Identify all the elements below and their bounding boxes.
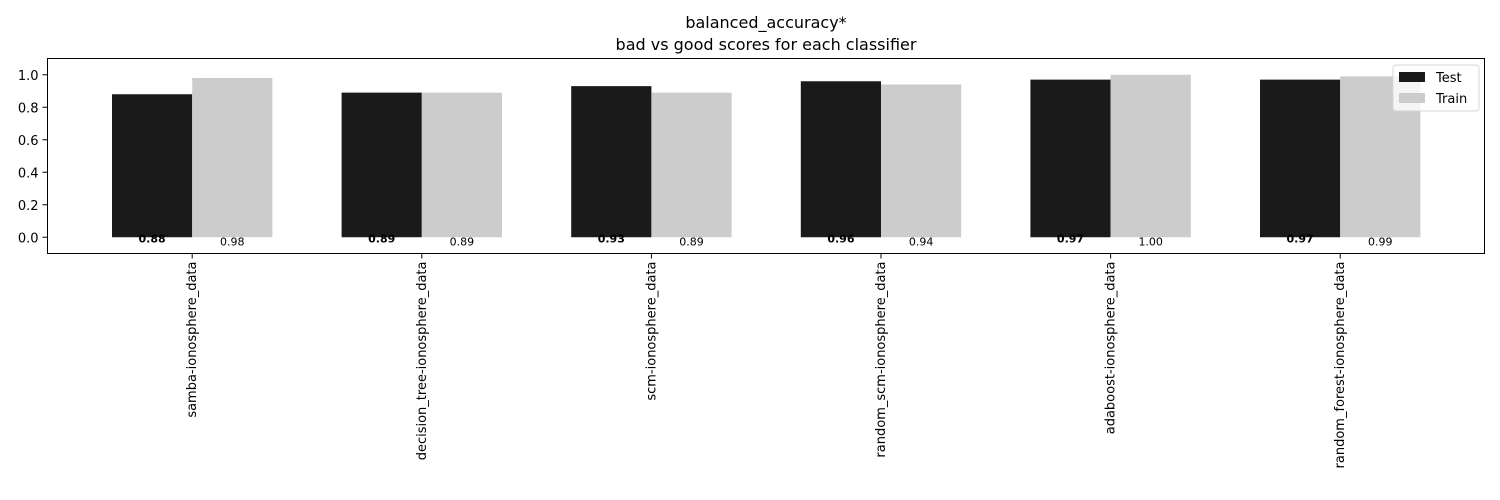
bars-layer: 0.88 0.89 0.93 0.96 0.97 0.97 0.98 0.89 0.89 0.94… — [112, 74, 1421, 248]
legend-label-test: Test — [1435, 71, 1462, 86]
plot-frame — [47, 58, 1485, 254]
chart-subtitle: bad vs good scores for each classifier — [616, 35, 917, 54]
value-label-test-5: 0.97 — [1057, 232, 1084, 245]
bar-train-3 — [651, 92, 732, 238]
y-tick-label: 0.2 — [18, 199, 39, 214]
chart-title: balanced_accuracy* — [685, 13, 846, 33]
legend-swatch-train — [1399, 93, 1425, 103]
y-tick-label: 0.0 — [18, 231, 39, 246]
bar-test-2 — [341, 92, 422, 238]
value-label-train-2: 0.89 — [450, 235, 475, 248]
bar-test-1 — [112, 94, 193, 238]
value-label-test-4: 0.96 — [827, 232, 854, 245]
value-label-train-5: 1.00 — [1138, 235, 1163, 248]
bar-test-6 — [1260, 79, 1341, 238]
bar-test-3 — [571, 86, 652, 238]
value-label-test-2: 0.89 — [368, 232, 395, 245]
bar-test-5 — [1030, 79, 1111, 238]
value-label-test-3: 0.93 — [598, 232, 625, 245]
value-label-test-6: 0.97 — [1287, 232, 1314, 245]
bar-test-4 — [800, 81, 881, 238]
bar-train-5 — [1110, 74, 1191, 238]
y-tick-label: 0.6 — [18, 134, 39, 149]
legend-swatch-test — [1399, 72, 1425, 82]
x-tick-label: decision_tree-ionosphere_data — [415, 262, 430, 461]
bar-train-2 — [421, 92, 502, 238]
legend: Test Train — [1392, 64, 1480, 112]
x-tick-label: random_forest-ionosphere_data — [1333, 262, 1348, 469]
y-tick-label: 0.4 — [18, 166, 39, 181]
value-label-train-1: 0.98 — [220, 235, 245, 248]
y-tick-label: 1.0 — [18, 69, 39, 84]
x-tick-label: samba-ionosphere_data — [185, 262, 200, 418]
x-tick-label: adaboost-ionosphere_data — [1104, 262, 1119, 435]
x-tick-label: scm-ionosphere_data — [644, 262, 659, 401]
x-axis: samba-ionosphere_data decision_tree-ionos… — [185, 253, 1348, 469]
x-tick-label: random_scm-ionosphere_data — [874, 262, 889, 458]
value-label-train-3: 0.89 — [679, 235, 704, 248]
value-label-train-4: 0.94 — [909, 235, 934, 248]
value-label-test-1: 0.88 — [139, 232, 166, 245]
legend-label-train: Train — [1435, 92, 1467, 107]
y-axis: 0.0 0.2 0.4 0.6 0.8 1.0 — [18, 69, 48, 246]
value-label-train-6: 0.99 — [1368, 235, 1393, 248]
bar-train-1 — [192, 78, 273, 238]
y-tick-label: 0.8 — [18, 101, 39, 116]
bar-train-4 — [881, 84, 962, 238]
